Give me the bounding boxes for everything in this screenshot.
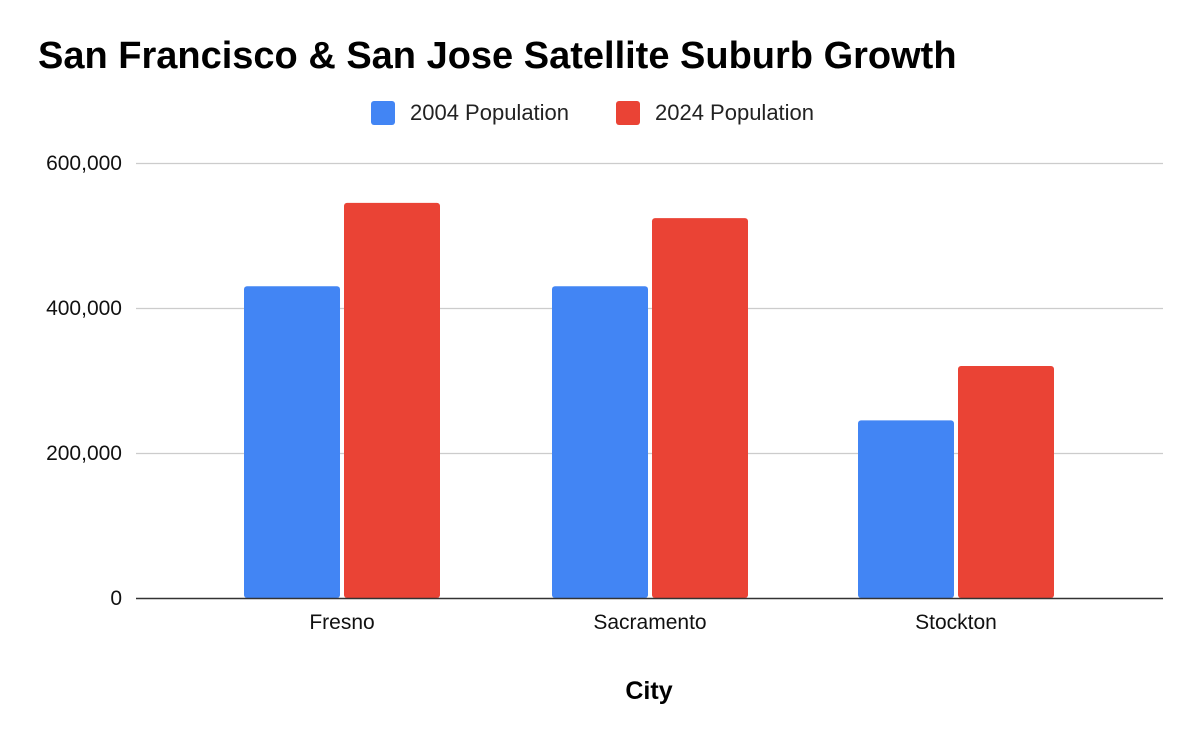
bar-fresno-2004	[244, 286, 340, 598]
bar-stockton-2024	[958, 366, 1054, 598]
chart-title: San Francisco & San Jose Satellite Subur…	[38, 35, 957, 77]
bars	[244, 202, 1054, 598]
bar-fresno-2024	[344, 202, 440, 598]
bar-sacramento-2004	[552, 286, 648, 598]
x-category-label: Sacramento	[593, 611, 706, 634]
y-tick-label: 0	[110, 587, 122, 610]
x-axis-title: City	[625, 677, 672, 705]
y-axis-ticks: 0 200,000 400,000 600,000	[46, 152, 122, 610]
y-tick-label: 400,000	[46, 297, 122, 320]
legend-label-2004: 2004 Population	[410, 100, 569, 125]
legend-swatch-2024	[616, 101, 640, 125]
legend: 2004 Population 2024 Population	[371, 100, 814, 125]
y-tick-label: 600,000	[46, 152, 122, 175]
x-category-label: Stockton	[915, 611, 997, 634]
x-category-label: Fresno	[309, 611, 374, 634]
bar-stockton-2004	[858, 420, 954, 598]
y-tick-label: 200,000	[46, 442, 122, 465]
legend-label-2024: 2024 Population	[655, 100, 814, 125]
bar-sacramento-2024	[652, 218, 748, 598]
x-axis-categories: Fresno Sacramento Stockton	[309, 611, 997, 634]
legend-swatch-2004	[371, 101, 395, 125]
